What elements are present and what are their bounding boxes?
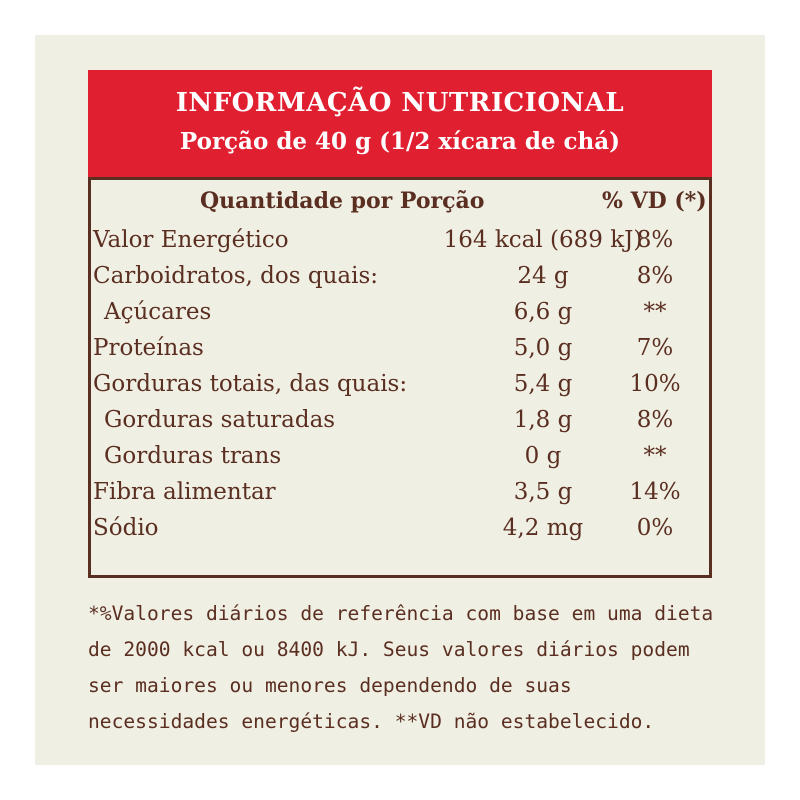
nutrient-amount: 5,4 g bbox=[513, 371, 573, 397]
nutrient-amount: 164 kcal (689 kJ) bbox=[443, 227, 643, 253]
nutrient-dv: ** bbox=[643, 299, 667, 325]
nutrient-amount: 3,5 g bbox=[513, 479, 573, 505]
nutrient-amount: 6,6 g bbox=[513, 299, 573, 325]
nutrient-dv: 8% bbox=[636, 407, 674, 433]
nutrient-dv: 0% bbox=[636, 515, 674, 541]
nutrient-row-saturated-fat: Gorduras saturadas 1,8 g 8% bbox=[93, 407, 707, 443]
nutrient-dv: 8% bbox=[636, 227, 674, 253]
nutrient-name: Açúcares bbox=[104, 299, 212, 325]
nutrient-amount: 1,8 g bbox=[513, 407, 573, 433]
nutrient-name: Gorduras trans bbox=[104, 443, 282, 469]
nutrient-name: Sódio bbox=[93, 515, 159, 541]
serving-size: Porção de 40 g (1/2 xícara de chá) bbox=[179, 128, 621, 155]
nutrient-dv: 10% bbox=[629, 371, 681, 397]
nutrient-row-total-fat: Gorduras totais, das quais: 5,4 g 10% bbox=[93, 371, 707, 407]
daily-value-footnote: *%Valores diários de referência com base… bbox=[88, 602, 714, 733]
nutrient-row-sugars: Açúcares 6,6 g ** bbox=[93, 299, 707, 335]
column-header-quantity: Quantidade por Porção bbox=[200, 188, 485, 214]
nutrient-name: Valor Energético bbox=[93, 227, 289, 253]
nutrient-name: Proteínas bbox=[93, 335, 204, 361]
nutrient-name: Fibra alimentar bbox=[93, 479, 276, 505]
nutrient-dv: ** bbox=[643, 443, 667, 469]
nutrient-amount: 0 g bbox=[524, 443, 562, 469]
nutrient-dv: 14% bbox=[629, 479, 681, 505]
nutrient-row-fiber: Fibra alimentar 3,5 g 14% bbox=[93, 479, 707, 515]
nutrient-name: Gorduras totais, das quais: bbox=[93, 371, 408, 397]
nutrient-row-carbohydrates: Carboidratos, dos quais: 24 g 8% bbox=[93, 263, 707, 299]
nutrient-row-proteins: Proteínas 5,0 g 7% bbox=[93, 335, 707, 371]
nutrition-title: INFORMAÇÃO NUTRICIONAL bbox=[175, 88, 625, 118]
column-header-dv: % VD (*) bbox=[602, 188, 707, 214]
nutrition-header: INFORMAÇÃO NUTRICIONAL Porção de 40 g (1… bbox=[88, 70, 712, 180]
nutrient-row-sodium: Sódio 4,2 mg 0% bbox=[93, 515, 707, 551]
nutrient-amount: 4,2 mg bbox=[502, 515, 584, 541]
nutrient-amount: 5,0 g bbox=[513, 335, 573, 361]
nutrient-dv: 8% bbox=[636, 263, 674, 289]
nutrient-dv: 7% bbox=[636, 335, 674, 361]
nutrient-name: Carboidratos, dos quais: bbox=[93, 263, 379, 289]
nutrient-row-trans-fat: Gorduras trans 0 g ** bbox=[93, 443, 707, 479]
nutrient-amount: 24 g bbox=[517, 263, 569, 289]
nutrient-name: Gorduras saturadas bbox=[104, 407, 336, 433]
nutrient-row-energy: Valor Energético 164 kcal (689 kJ) 8% bbox=[93, 227, 707, 263]
